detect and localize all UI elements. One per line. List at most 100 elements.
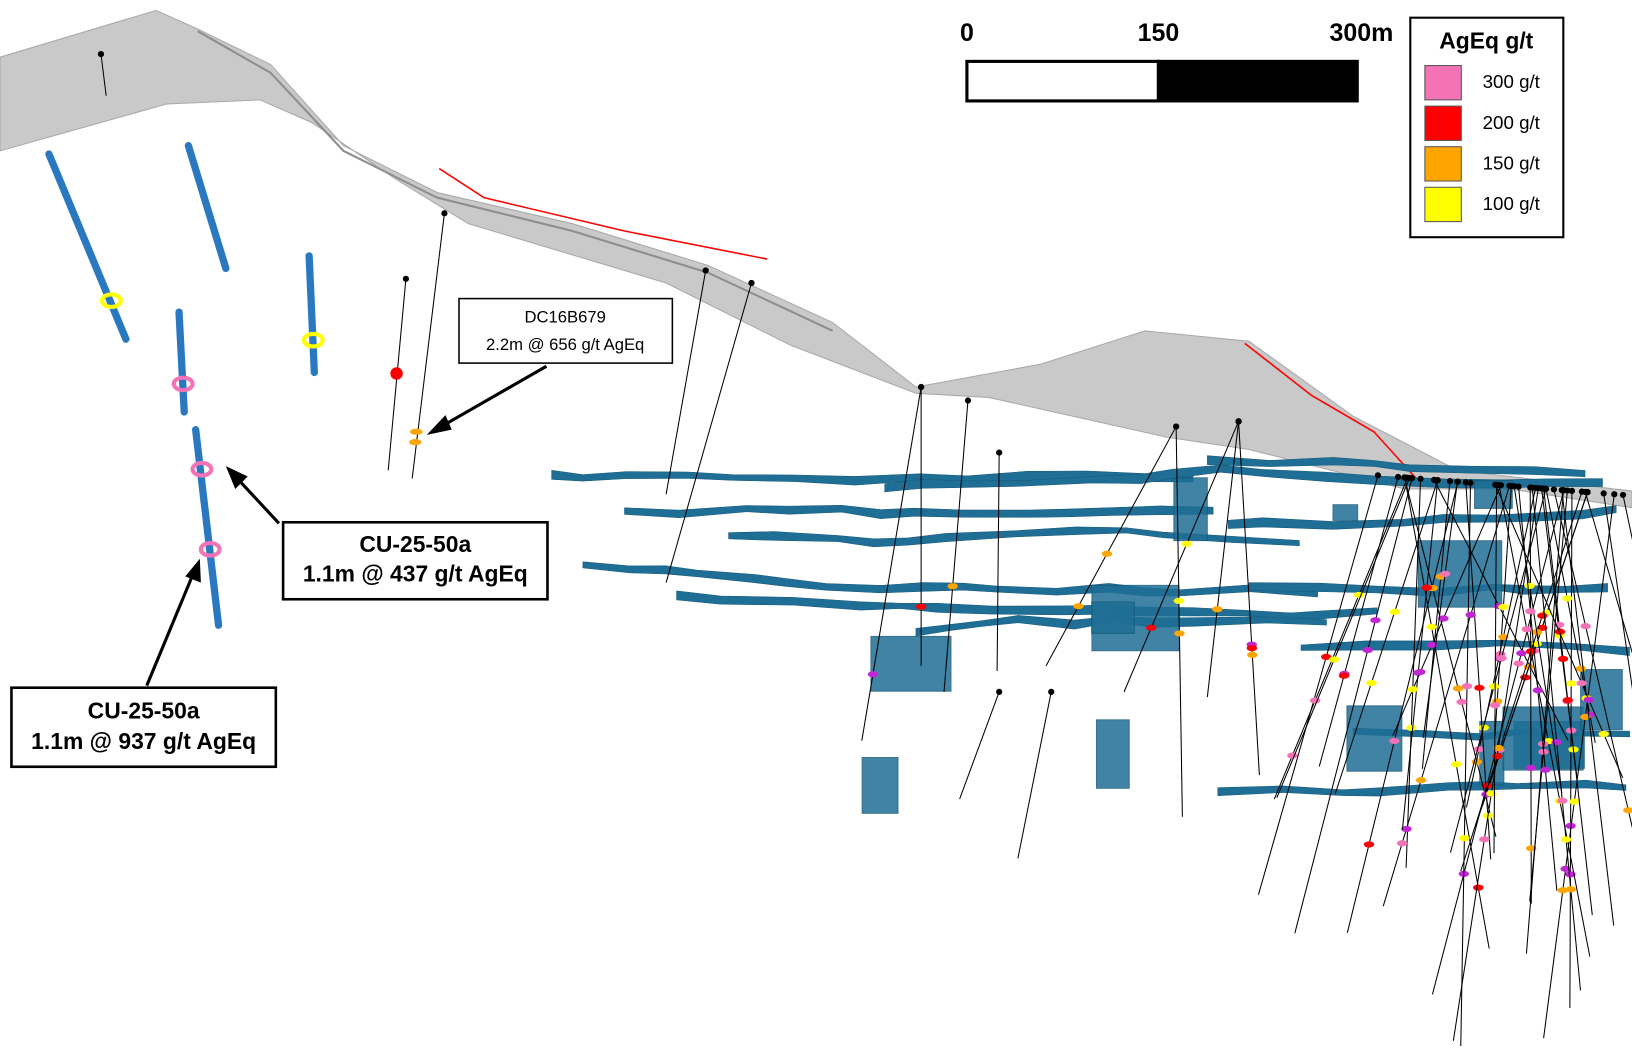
- collar: [402, 275, 410, 282]
- working: [1207, 455, 1586, 478]
- assay-disc: [1565, 680, 1577, 687]
- assay-disc: [1452, 685, 1464, 692]
- planned-holes: [45, 142, 318, 629]
- collar: [1564, 487, 1571, 494]
- drill-trace: [1382, 485, 1510, 907]
- callout: DC16B679 2.2m @ 656 g/t AgEq: [426, 297, 674, 435]
- assay-disc: [1540, 766, 1551, 773]
- drill-trace: [861, 386, 922, 741]
- assay-disc: [1557, 887, 1569, 894]
- assay-disc: [1246, 644, 1258, 652]
- assay-disc: [1565, 886, 1576, 893]
- drill-trace: [1403, 477, 1497, 837]
- scale-bar: 0 150 300m: [960, 19, 1393, 103]
- assay-disc: [1524, 582, 1535, 590]
- callout-hole: CU-25-50a: [88, 698, 200, 724]
- drill-trace: [1460, 482, 1472, 1046]
- drill-trace: [1334, 479, 1439, 794]
- callout-part: [281, 520, 549, 601]
- assay-disc: [1401, 825, 1412, 833]
- assay-disc: [1439, 570, 1451, 578]
- assay-disc: [1496, 654, 1507, 662]
- drill-trace: [1494, 484, 1624, 778]
- assay-disc: [1537, 612, 1548, 619]
- assay-disc: [1560, 836, 1572, 843]
- drill-trace: [411, 213, 445, 479]
- legend: AgEq g/t 300 g/t 200 g/t 150 g/t 100 g/t: [1409, 16, 1565, 239]
- drill-trace: [1553, 489, 1632, 829]
- assay-disc: [1450, 761, 1462, 768]
- assay-disc: [1173, 597, 1185, 605]
- assay-disc: [1426, 641, 1438, 649]
- drill-trace: [1294, 477, 1413, 934]
- stope: [1332, 504, 1359, 521]
- intercept-rings-part: [99, 292, 123, 309]
- assay-disc: [1516, 650, 1527, 657]
- assay-disc: [867, 671, 879, 678]
- working: [728, 526, 1300, 548]
- assay-disc: [1101, 550, 1113, 557]
- collar: [964, 397, 972, 404]
- assay-disc: [1576, 680, 1587, 687]
- legend-swatch: [1424, 65, 1462, 101]
- callout-part: [426, 415, 452, 435]
- callout-part: [236, 477, 281, 525]
- topography: [0, 9, 1632, 509]
- collar: [1374, 472, 1382, 479]
- collar: [1542, 485, 1550, 492]
- drill-trace: [1433, 479, 1569, 741]
- stope: [1417, 540, 1503, 608]
- callout-hole: CU-25-50a: [359, 531, 471, 557]
- stope: [861, 757, 899, 814]
- collar: [1173, 423, 1180, 430]
- intercepts: [390, 367, 423, 446]
- assay-disc: [1493, 744, 1504, 752]
- assay-disc: [1421, 584, 1433, 591]
- drill-trace: [1513, 486, 1563, 794]
- collar: [1515, 483, 1522, 490]
- drill-trace: [1257, 475, 1379, 895]
- working: [884, 464, 1603, 493]
- assay-disc: [947, 583, 958, 590]
- collar: [97, 50, 105, 58]
- collar: [1619, 491, 1627, 499]
- stope: [1173, 477, 1208, 542]
- working: [582, 561, 1318, 598]
- assay-disc: [1562, 595, 1573, 602]
- legend-swatch: [1424, 186, 1462, 223]
- collar: [996, 449, 1003, 456]
- assay-disc: [1565, 822, 1576, 830]
- topography-part: [438, 167, 768, 260]
- scale-label: 150: [1138, 19, 1180, 47]
- collar: [441, 210, 448, 217]
- assay-disc: [1525, 608, 1536, 615]
- drill-traces: [97, 50, 1632, 1046]
- legend-label: 100 g/t: [1483, 193, 1541, 214]
- scale-label: 0: [960, 19, 974, 47]
- callout-hole: DC16B679: [524, 308, 605, 327]
- collar: [918, 383, 925, 391]
- legend-swatch: [1424, 105, 1462, 141]
- assay-disc: [1362, 646, 1373, 654]
- legend-title: AgEq g/t: [1439, 28, 1533, 54]
- planned-holes-part: [305, 252, 318, 377]
- drill-trace: [1238, 421, 1260, 776]
- drill-trace: [1206, 421, 1240, 698]
- assay-disc: [1532, 687, 1544, 694]
- assay-disc: [915, 603, 927, 610]
- assay-disc: [1415, 777, 1427, 784]
- collar: [748, 279, 755, 287]
- assay-disc: [1181, 540, 1192, 547]
- assay-disc: [1562, 697, 1573, 704]
- assay-disc: [1491, 753, 1503, 760]
- assay-disc: [1309, 697, 1321, 704]
- assay-disc: [1212, 606, 1223, 613]
- intercept-rings-part: [171, 375, 195, 393]
- assay-disc: [1489, 702, 1501, 709]
- callout-interval: 1.1m @ 437 g/t AgEq: [303, 560, 528, 586]
- drill-trace: [1401, 480, 1439, 831]
- callout-part: [440, 364, 548, 428]
- collar: [1048, 688, 1055, 695]
- assay-disc: [1473, 884, 1484, 891]
